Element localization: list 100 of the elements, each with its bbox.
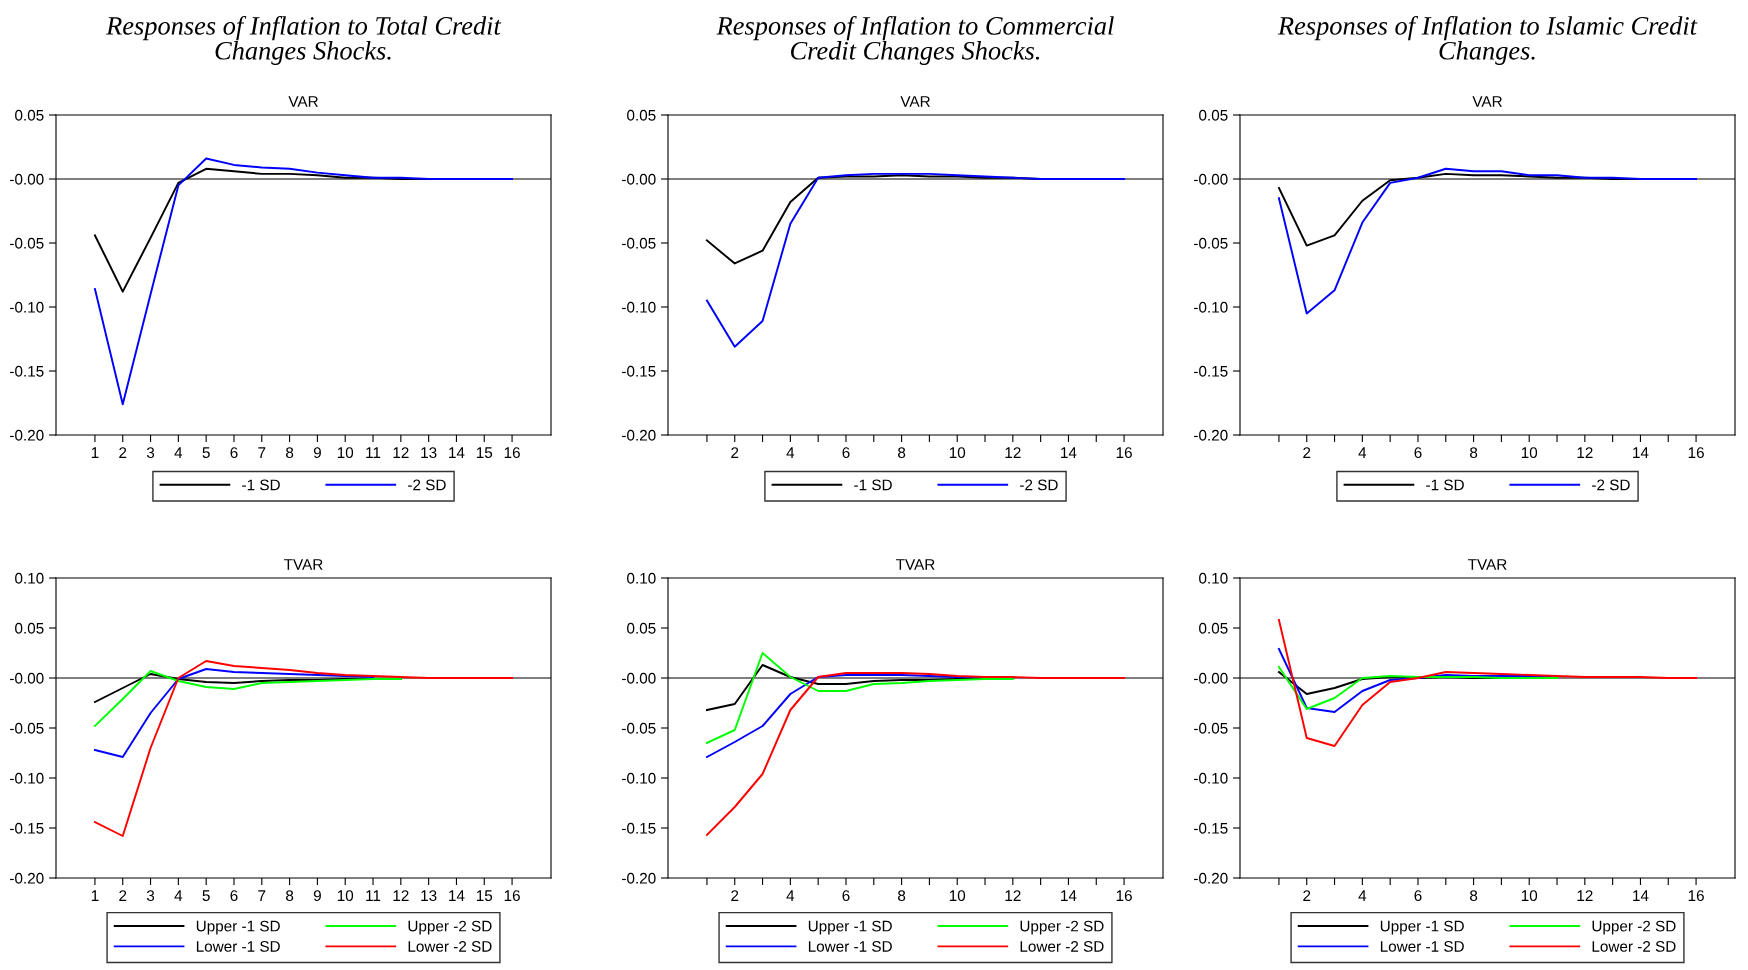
x-tick-label: 16 <box>1116 447 1132 459</box>
x-tick-label: 2 <box>731 890 739 901</box>
chart-title: Responses of Inflation to Islamic Credit Changes. <box>1277 15 1698 65</box>
x-tick-label: 6 <box>1414 890 1422 902</box>
legend-label: Lower -1 SD <box>196 941 280 952</box>
y-tick-label: 0.05 <box>1199 622 1228 634</box>
x-tick-label: 7 <box>258 890 266 901</box>
y-tick-label: -0.20 <box>10 872 44 884</box>
legend-label: Upper -2 SD <box>1020 920 1104 935</box>
chart-title: TVAR <box>284 559 323 570</box>
y-tick-label: -0.15 <box>622 822 656 834</box>
chart-title: TVAR <box>896 559 935 570</box>
y-tick-label: -0.10 <box>10 772 44 784</box>
x-tick-label: 4 <box>174 447 183 458</box>
chart-title: Responses of Inflation to Commercial Credit Changes Shocks. <box>716 15 1114 65</box>
x-tick-label: 5 <box>202 447 210 459</box>
legend-label: Lower -2 SD <box>1020 941 1104 952</box>
x-tick-label: 8 <box>1470 447 1478 459</box>
y-tick-label: -0.00 <box>10 672 44 684</box>
x-tick-label: 12 <box>393 447 409 458</box>
y-tick-label: -0.20 <box>622 429 656 441</box>
x-tick-label: 10 <box>1521 447 1538 459</box>
y-tick-label: -0.05 <box>1194 237 1228 249</box>
x-tick-label: 12 <box>1005 890 1021 901</box>
x-tick-label: 2 <box>119 890 127 901</box>
legend-label: -1 SD <box>1426 479 1464 491</box>
y-tick-label: 0.10 <box>1199 572 1228 584</box>
y-tick-label: -0.00 <box>622 672 656 684</box>
x-tick-label: 10 <box>337 890 354 902</box>
x-tick-label: 1 <box>91 447 99 458</box>
y-tick-label: 0.05 <box>627 622 656 634</box>
x-tick-label: 9 <box>313 890 321 902</box>
y-tick-label: -0.20 <box>1194 429 1228 441</box>
x-tick-label: 14 <box>1061 890 1077 901</box>
legend-label: -1 SD <box>242 479 280 491</box>
x-tick-label: 14 <box>449 447 465 458</box>
x-tick-label: 3 <box>146 447 155 459</box>
x-tick-label: 11 <box>366 890 381 901</box>
x-tick-label: 14 <box>1633 890 1649 901</box>
y-tick-label: -0.00 <box>1194 672 1228 684</box>
x-tick-label: 4 <box>786 890 795 901</box>
x-tick-label: 13 <box>421 447 437 459</box>
y-tick-label: -0.15 <box>622 365 656 377</box>
legend-label: -2 SD <box>1592 479 1630 491</box>
y-tick-label: -0.15 <box>1194 822 1228 834</box>
legend-label: Upper -1 SD <box>1380 920 1464 935</box>
x-tick-label: 2 <box>119 447 127 458</box>
x-tick-label: 10 <box>1521 890 1538 902</box>
y-tick-label: -0.05 <box>622 237 656 249</box>
x-tick-label: 8 <box>898 890 906 902</box>
y-tick-label: -0.10 <box>622 772 656 784</box>
y-tick-label: 0.10 <box>627 572 656 584</box>
x-tick-label: 4 <box>1358 890 1367 901</box>
y-tick-label: -0.05 <box>10 722 44 734</box>
legend-label: Upper -1 SD <box>808 920 892 935</box>
y-tick-label: 0.05 <box>627 109 656 121</box>
x-tick-label: 16 <box>504 447 520 459</box>
x-tick-label: 3 <box>146 890 155 902</box>
legend-label: Upper -1 SD <box>196 920 280 935</box>
x-tick-label: 10 <box>949 890 966 902</box>
x-tick-label: 12 <box>393 890 409 901</box>
x-tick-label: 16 <box>1688 447 1704 459</box>
x-tick-label: 6 <box>1414 447 1422 459</box>
y-tick-label: -0.10 <box>10 301 44 313</box>
x-tick-label: 6 <box>230 447 238 459</box>
x-tick-label: 1 <box>91 890 99 901</box>
legend-label: -2 SD <box>1020 479 1058 491</box>
legend-label: Upper -2 SD <box>408 920 492 935</box>
x-tick-label: 13 <box>421 890 437 902</box>
x-tick-label: 8 <box>286 447 294 459</box>
legend-label: Lower -1 SD <box>808 941 892 952</box>
x-tick-label: 6 <box>230 890 238 902</box>
y-tick-label: -0.15 <box>10 822 44 834</box>
x-tick-label: 2 <box>1303 447 1311 458</box>
x-tick-label: 2 <box>1303 890 1311 901</box>
x-tick-label: 16 <box>504 890 520 902</box>
x-tick-label: 12 <box>1577 447 1593 458</box>
x-tick-label: 8 <box>286 890 294 902</box>
legend-label: Upper -2 SD <box>1592 920 1676 935</box>
x-tick-label: 8 <box>1470 890 1478 902</box>
y-tick-label: -0.20 <box>1194 872 1228 884</box>
x-tick-label: 2 <box>731 447 739 458</box>
y-tick-label: -0.15 <box>10 365 44 377</box>
x-tick-label: 11 <box>366 447 381 458</box>
chart-title: Responses of Inflation to Total Credit Changes Shocks. <box>106 15 502 65</box>
y-tick-label: -0.10 <box>1194 301 1228 313</box>
legend-label: -1 SD <box>854 479 892 491</box>
x-tick-label: 7 <box>258 447 266 458</box>
x-tick-label: 10 <box>337 447 354 459</box>
y-tick-label: -0.15 <box>1194 365 1228 377</box>
y-tick-label: -0.05 <box>622 722 656 734</box>
chart-title: TVAR <box>1468 559 1507 570</box>
y-tick-label: 0.05 <box>15 109 44 121</box>
x-tick-label: 4 <box>786 447 795 458</box>
legend-label: Lower -1 SD <box>1380 941 1464 952</box>
y-tick-label: -0.10 <box>622 301 656 313</box>
y-tick-label: -0.05 <box>1194 722 1228 734</box>
x-tick-label: 5 <box>202 890 210 902</box>
legend-label: -2 SD <box>408 479 446 491</box>
legend-label: Lower -2 SD <box>1592 941 1676 952</box>
